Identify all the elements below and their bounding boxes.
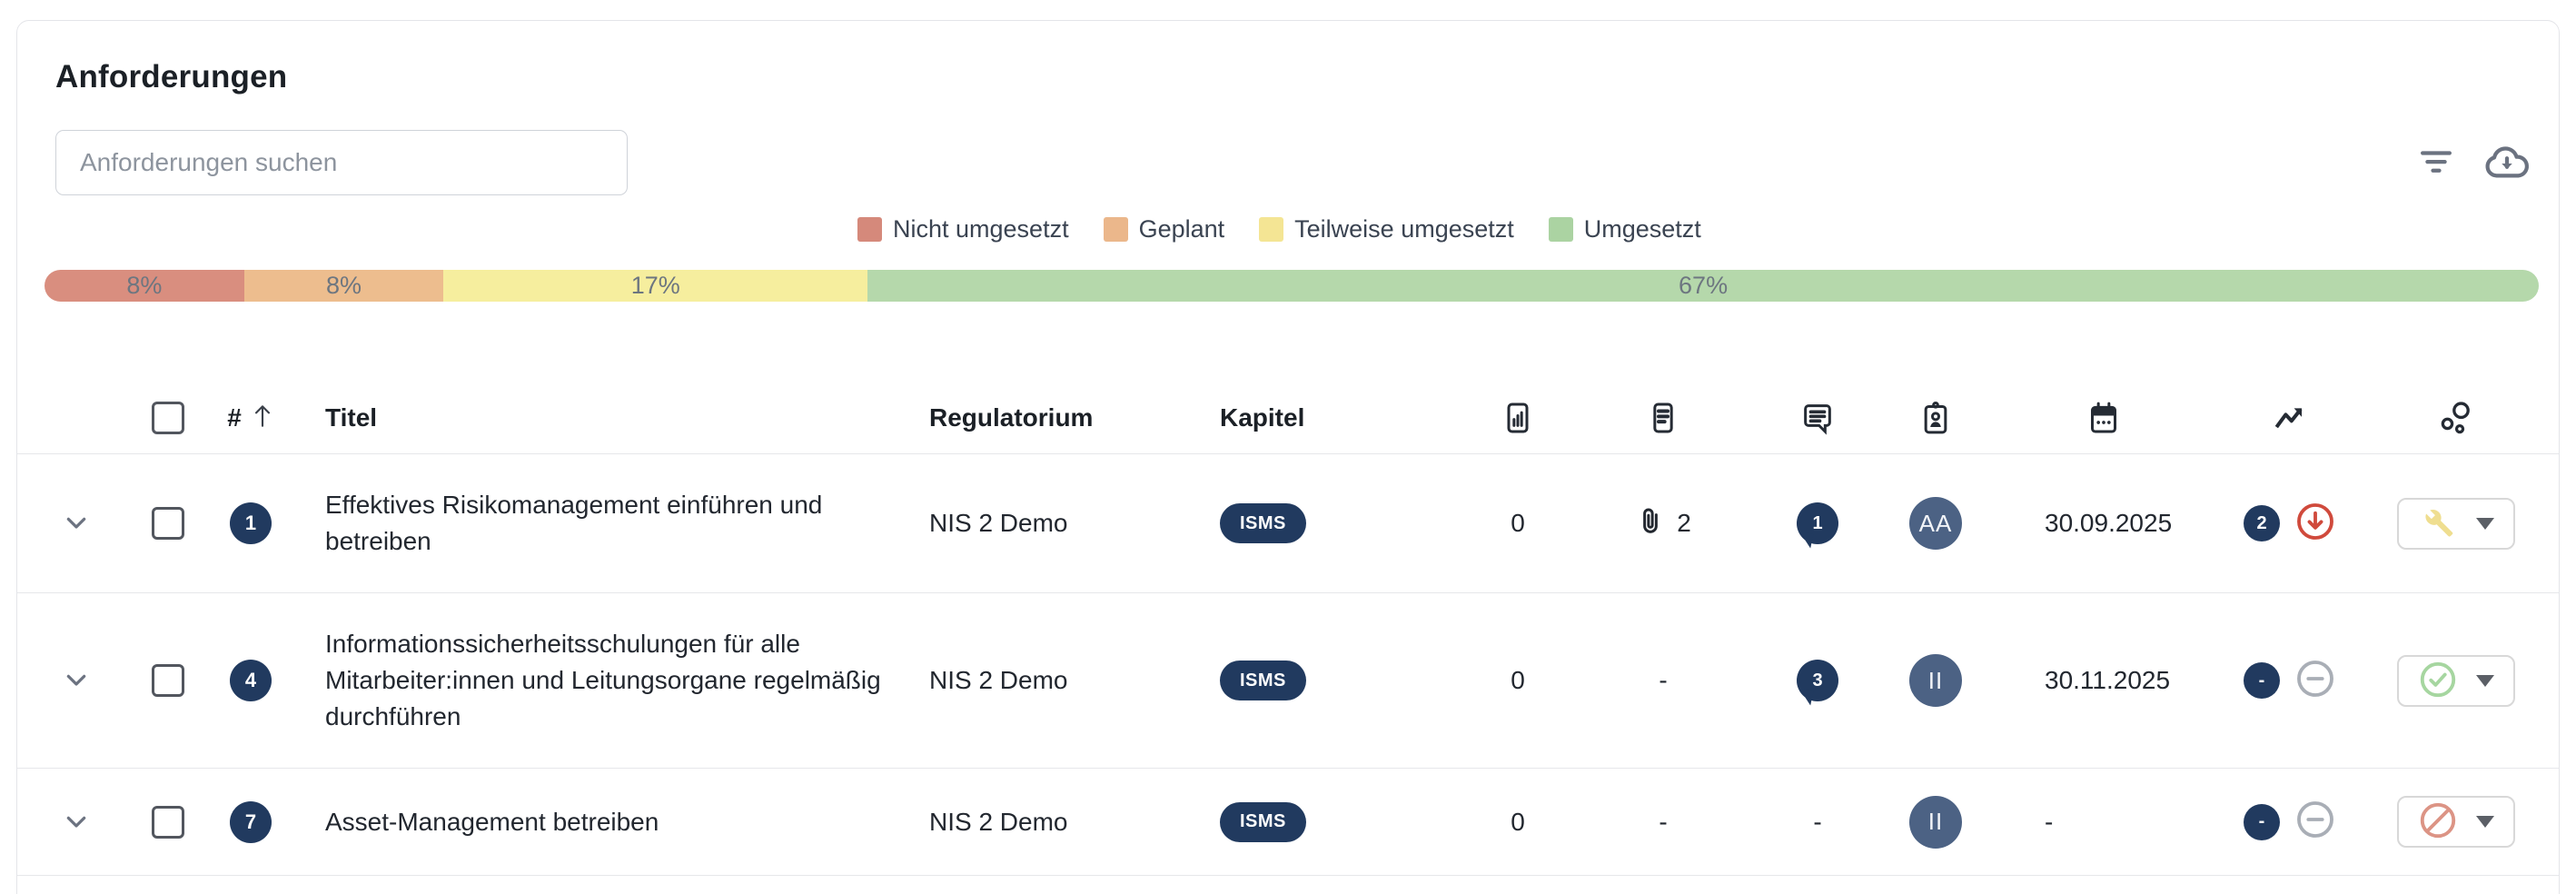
due-date-value: - [2045,807,2054,836]
regulatorium-value: NIS 2 Demo [929,666,1068,694]
kapitel-badge[interactable]: ISMS [1220,661,1306,700]
row-select-checkbox[interactable] [152,805,184,839]
status-action-button-maintenance[interactable] [2397,497,2515,550]
regulatorium-value: NIS 2 Demo [929,807,1068,836]
legend-swatch-green [1548,216,1573,242]
chevron-down-icon [2475,517,2494,530]
due-date-value: 30.09.2025 [2045,509,2173,537]
expand-row-chevron-down-icon[interactable] [17,808,135,837]
header-trend-icon[interactable] [2226,398,2353,438]
row-number-badge: 1 [230,502,272,544]
requirements-card: Anforderungen [16,20,2560,894]
cloud-download-icon[interactable] [2482,142,2531,184]
table-row: 7 Asset-Management betreiben NIS 2 Demo … [17,769,2559,876]
header-due-date-icon[interactable] [1981,400,2226,436]
status-progress-bar: 8% 8% 17% 67% [45,270,2539,302]
header-relations-icon[interactable] [2353,398,2559,438]
assignee-avatar[interactable]: II [1909,654,1962,707]
header-stats-icon[interactable] [1454,400,1581,436]
regulatorium-value: NIS 2 Demo [929,509,1068,537]
header-comments-icon[interactable] [1745,400,1890,436]
legend-item-teilweise-umgesetzt: Teilweise umgesetzt [1259,215,1514,243]
toolbar-icons [2417,130,2531,195]
trend-cell: 2 [2244,501,2336,547]
header-assignee-icon[interactable] [1890,400,1981,436]
search-input[interactable] [55,130,628,195]
search-row [55,130,2559,195]
requirement-title[interactable]: Effektives Risikomanagement einführen un… [325,491,823,555]
comments-badge[interactable]: 1 [1797,502,1838,544]
table-header-row: # Titel Regulatorium Kapitel [17,382,2559,454]
trend-declining-icon [2294,501,2336,547]
legend-item-umgesetzt: Umgesetzt [1548,215,1701,243]
progress-segment-teilweise: 17% [443,270,868,302]
chevron-down-icon [2476,816,2495,828]
legend-swatch-orange [1103,216,1128,242]
status-legend: Nicht umgesetzt Geplant Teilweise umgese… [17,215,2559,243]
row-number-badge: 4 [230,660,272,701]
attachments-cell: - [1659,807,1668,836]
stats-value: 0 [1511,509,1525,537]
stats-value: 0 [1511,807,1525,836]
header-description-icon[interactable] [1581,400,1745,436]
attachments-cell: - [1659,666,1668,694]
ban-circle-icon [2418,800,2458,843]
trend-cell: - [2244,658,2336,704]
legend-swatch-red [857,216,882,242]
legend-item-geplant: Geplant [1103,215,1224,243]
attachments-cell[interactable]: 2 [1635,506,1691,541]
row-number-badge: 7 [230,800,272,843]
status-action-button-implemented[interactable] [2397,654,2515,707]
header-regulatorium[interactable]: Regulatorium [929,402,1094,432]
header-titel[interactable]: Titel [325,402,378,432]
select-all-checkbox[interactable] [152,401,184,434]
expand-row-chevron-down-icon[interactable] [17,666,135,695]
attachments-count: 2 [1677,509,1691,537]
trend-neutral-icon [2294,799,2336,845]
table-row: 1 Effektives Risikomanagement einführen … [17,454,2559,593]
trend-cell: - [2244,799,2336,845]
header-num-sort[interactable]: # [201,402,301,433]
trend-count-badge: 2 [2244,505,2280,541]
header-num: # [227,402,242,432]
status-action-button-not-applicable[interactable] [2397,796,2515,848]
trend-neutral-icon [2294,658,2336,704]
table-row: 4 Informationssicherheitsschulungen für … [17,593,2559,769]
wrench-icon [2418,503,2456,544]
filter-icon[interactable] [2417,144,2455,182]
progress-segment-umgesetzt: 67% [867,270,2539,302]
stats-value: 0 [1511,666,1525,694]
paperclip-icon [1635,506,1666,541]
requirement-title[interactable]: Informationssicherheitsschulungen für al… [325,630,881,730]
page-title: Anforderungen [55,59,288,94]
requirement-title[interactable]: Asset-Management betreiben [325,807,659,836]
row-select-checkbox[interactable] [152,507,184,540]
sort-asc-icon [251,402,274,433]
chevron-down-icon [2476,674,2495,687]
expand-row-chevron-down-icon[interactable] [17,509,135,538]
trend-count-badge: - [2244,662,2280,699]
due-date-value: 30.11.2025 [2045,666,2171,694]
progress-segment-nicht-umgesetzt: 8% [45,270,244,302]
trend-count-badge: - [2244,803,2280,840]
comments-cell: - [1813,807,1822,836]
row-select-checkbox[interactable] [152,664,184,697]
comments-badge[interactable]: 3 [1797,660,1838,701]
kapitel-badge[interactable]: ISMS [1220,503,1306,543]
header-kapitel[interactable]: Kapitel [1220,402,1305,432]
kapitel-badge[interactable]: ISMS [1220,801,1306,842]
check-circle-icon [2418,660,2458,702]
assignee-avatar[interactable]: II [1909,795,1962,849]
legend-swatch-yellow [1259,216,1284,242]
assignee-avatar[interactable]: AA [1909,497,1962,550]
legend-item-nicht-umgesetzt: Nicht umgesetzt [857,215,1069,243]
requirements-table: # Titel Regulatorium Kapitel [17,382,2559,876]
progress-segment-geplant: 8% [243,270,444,302]
